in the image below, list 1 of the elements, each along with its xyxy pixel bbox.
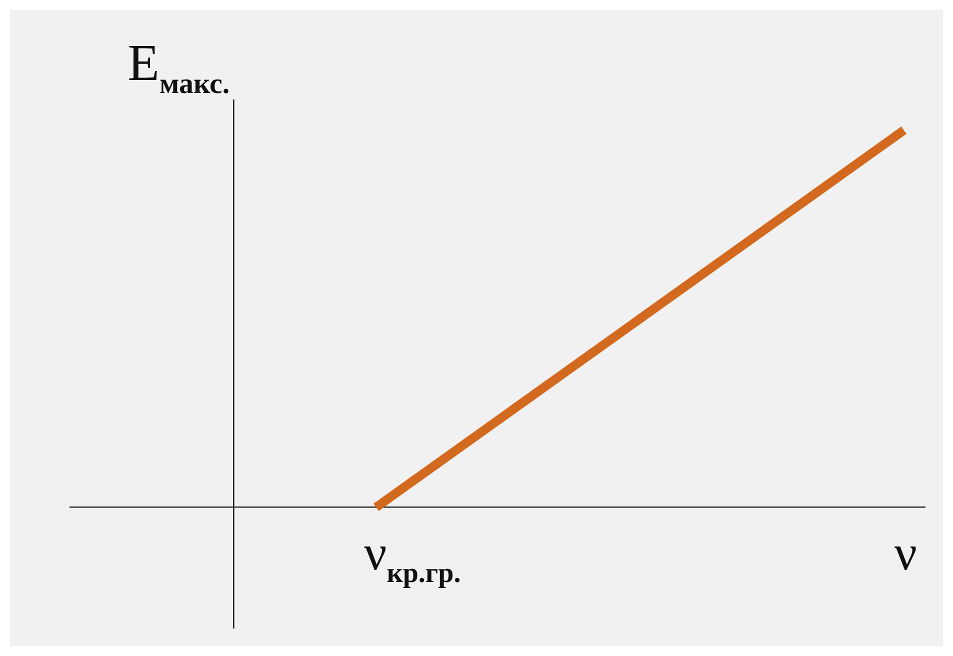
x-axis-title: ν bbox=[894, 524, 917, 580]
